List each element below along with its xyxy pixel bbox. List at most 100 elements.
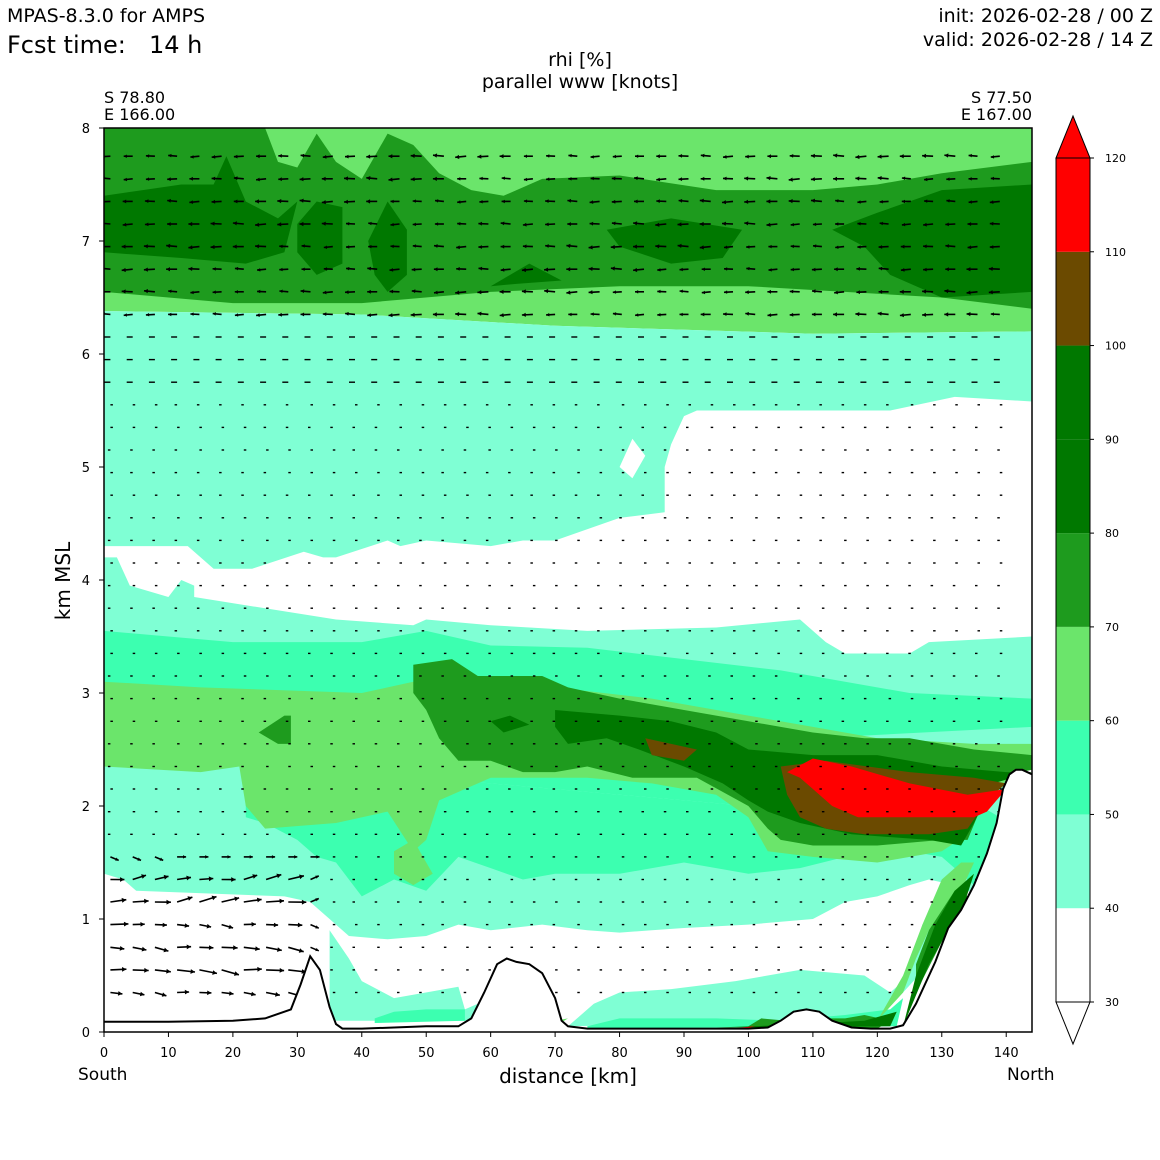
colorbar-tick-label: 80 bbox=[1105, 527, 1119, 540]
left-lat: S 78.80 bbox=[104, 88, 166, 107]
wind-arrow-head bbox=[212, 970, 217, 975]
wind-arrow-head bbox=[521, 289, 526, 294]
colorbar-tick-label: 110 bbox=[1105, 246, 1126, 259]
wind-arrow-head bbox=[321, 221, 326, 226]
rhi-region-80-5 bbox=[490, 263, 562, 287]
wind-arrow-head bbox=[163, 874, 169, 880]
wind-arrow-head bbox=[611, 221, 616, 226]
colorbar-band-30 bbox=[1056, 908, 1090, 1002]
wind-arrow-head bbox=[590, 155, 594, 159]
model-title: MPAS-8.3.0 for AMPS bbox=[7, 5, 206, 27]
wind-arrow-head bbox=[724, 245, 728, 249]
wind-arrow-head bbox=[723, 312, 727, 316]
wind-arrow-head bbox=[879, 200, 883, 204]
wind-arrow-head bbox=[521, 267, 526, 273]
colorbar-band-100 bbox=[1056, 251, 1090, 346]
wind-arrow-head bbox=[833, 176, 837, 181]
wind-arrow-head bbox=[477, 311, 482, 316]
wind-arrow-head bbox=[346, 245, 350, 249]
wind-arrow-head bbox=[190, 969, 195, 974]
wind-arrow-head bbox=[989, 200, 994, 204]
wind-arrow-head bbox=[568, 153, 572, 158]
wind-arrow-head bbox=[299, 221, 304, 227]
wind-arrow-head bbox=[635, 154, 639, 158]
wind-arrow-head bbox=[144, 289, 148, 294]
terrain-line bbox=[104, 768, 1032, 1030]
south-label: South bbox=[78, 1065, 128, 1085]
rhi-region-80-28 bbox=[903, 873, 974, 1027]
wind-arrow-head bbox=[368, 244, 372, 249]
wind-arrow-head bbox=[321, 200, 326, 205]
wind-arrow-head bbox=[966, 312, 971, 317]
wind-arrow-head bbox=[567, 198, 572, 203]
wind-arrow-head bbox=[410, 153, 415, 158]
wind-arrow-head bbox=[521, 312, 526, 317]
y-tick-label: 1 bbox=[82, 913, 90, 928]
wind-arrow-head bbox=[388, 177, 393, 182]
wind-arrow-head bbox=[655, 222, 660, 227]
y-tick-label: 3 bbox=[82, 687, 90, 702]
wind-arrow-head bbox=[301, 969, 307, 974]
wind-arrow-head bbox=[677, 243, 682, 248]
rhi-region-70-23 bbox=[258, 715, 291, 744]
rhi-region-80-3 bbox=[297, 201, 343, 275]
wind-arrow-head bbox=[789, 289, 794, 294]
wind-arrow-head bbox=[523, 154, 527, 158]
wind-arrow-head bbox=[145, 313, 150, 317]
y-tick-label: 5 bbox=[82, 461, 90, 476]
wind-arrow-head bbox=[835, 199, 839, 203]
wind-arrow-head bbox=[234, 971, 239, 976]
wind-arrow-head bbox=[117, 991, 123, 996]
colorbar-tick-label: 40 bbox=[1105, 902, 1119, 915]
wind-arrow-head bbox=[612, 154, 617, 159]
wind-arrow-head bbox=[278, 154, 282, 158]
wind-arrow-head bbox=[434, 290, 438, 295]
wind-arrow-head bbox=[855, 154, 860, 160]
wind-arrow-head bbox=[301, 267, 305, 271]
wind-arrow-head bbox=[346, 266, 350, 271]
wind-arrow-head bbox=[679, 289, 683, 293]
wind-arrow-head bbox=[723, 176, 727, 181]
chart-subtitle: parallel www [knots] bbox=[481, 71, 679, 93]
wind-arrow-head bbox=[255, 222, 260, 227]
wind-arrow-head bbox=[232, 221, 237, 226]
wind-arrow-head bbox=[123, 313, 127, 317]
x-tick-label: 0 bbox=[100, 1046, 108, 1061]
wind-arrow-head bbox=[432, 176, 437, 181]
fcst-value: 14 h bbox=[149, 31, 203, 59]
x-tick-label: 140 bbox=[994, 1046, 1019, 1061]
wind-arrow-head bbox=[833, 153, 838, 158]
wind-arrow-head bbox=[255, 199, 259, 204]
wind-arrow-head bbox=[390, 244, 394, 249]
wind-arrow-head bbox=[923, 267, 927, 272]
colorbar-max-extend bbox=[1055, 114, 1091, 159]
wind-arrow-head bbox=[879, 221, 883, 226]
colorbar-border bbox=[1055, 157, 1091, 1003]
wind-arrow-head bbox=[388, 313, 393, 318]
wind-arrow-head bbox=[788, 177, 793, 182]
wind-arrow-head bbox=[857, 222, 861, 226]
wind-arrow-head bbox=[900, 244, 905, 249]
wind-arrow-head bbox=[187, 896, 193, 901]
wind-arrow-head bbox=[168, 289, 172, 293]
wind-arrow-head bbox=[878, 245, 883, 249]
wind-arrow-head bbox=[590, 312, 594, 316]
colorbar-tick-label: 60 bbox=[1105, 715, 1119, 728]
wind-arrow-head bbox=[634, 199, 638, 204]
wind-arrow-head bbox=[567, 222, 571, 226]
wind-arrow-head bbox=[123, 177, 127, 182]
wind-arrow-head bbox=[366, 154, 371, 159]
wind-arrow-head bbox=[390, 222, 394, 227]
wind-arrow-head bbox=[234, 896, 240, 902]
wind-arrow-head bbox=[346, 222, 350, 226]
wind-arrow-head bbox=[257, 289, 261, 294]
wind-arrow-head bbox=[167, 222, 171, 226]
wind-arrow-head bbox=[724, 290, 728, 294]
wind-arrow-head bbox=[901, 222, 906, 227]
wind-arrow-head bbox=[500, 244, 505, 249]
wind-arrow-head bbox=[924, 199, 928, 203]
wind-arrow-head bbox=[188, 221, 193, 227]
wind-arrow-head bbox=[410, 312, 415, 317]
wind-arrow-head bbox=[766, 222, 771, 227]
wind-arrow-head bbox=[256, 897, 262, 903]
